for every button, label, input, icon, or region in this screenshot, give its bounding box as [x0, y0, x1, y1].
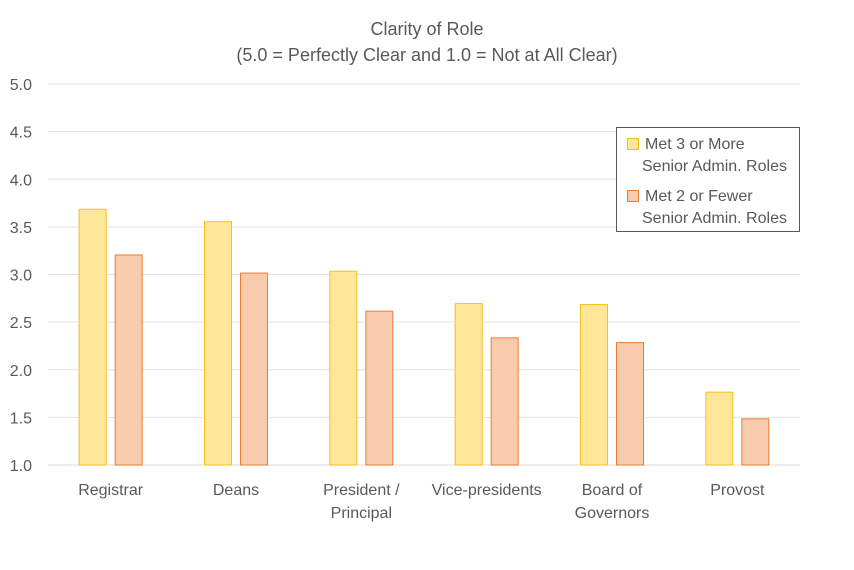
y-axis-tick-labels: 1.0 1.5 2.0 2.5 3.0 3.5 4.0 4.5 5.0 [10, 77, 32, 475]
x-category-label: Board of Governors [575, 482, 650, 522]
x-axis-category-labels: Registrar Deans President / Principal Vice-p… [78, 482, 765, 522]
legend-label: Met 2 or Fewer [645, 188, 753, 205]
legend-label: Senior Admin. Roles [642, 210, 787, 227]
legend: Met 3 or More Senior Admin. Roles Met 2 or… [616, 127, 800, 232]
bar-met-2-or-fewer [114, 254, 143, 466]
bar-met-3-or-more [204, 221, 232, 466]
bars [78, 208, 770, 466]
legend-box [616, 127, 800, 232]
x-category-label-line: Principal [331, 505, 392, 522]
legend-label: Senior Admin. Roles [642, 158, 787, 175]
x-category-label: Registrar [78, 482, 144, 499]
legend-swatch [627, 190, 639, 202]
legend-label: Met 3 or More [645, 136, 745, 153]
x-category-label-line: Governors [575, 505, 650, 522]
bar-met-3-or-more [78, 208, 107, 466]
y-tick-label: 3.5 [10, 220, 32, 237]
y-tick-label: 2.5 [10, 315, 32, 332]
x-category-label: President / Principal [323, 482, 400, 522]
bar-met-2-or-fewer [616, 342, 644, 466]
gridlines [48, 83, 800, 466]
bar-met-2-or-fewer [240, 272, 268, 466]
chart-subtitle: (5.0 = Perfectly Clear and 1.0 = Not at … [236, 45, 617, 65]
x-category-label: Provost [710, 482, 765, 499]
x-category-label-line: Provost [710, 482, 765, 499]
x-category-label: Vice-presidents [432, 482, 542, 499]
y-tick-label: 4.0 [10, 172, 32, 189]
bar-met-2-or-fewer [490, 337, 519, 466]
bar-met-2-or-fewer [365, 310, 394, 466]
bar-met-3-or-more [580, 304, 608, 466]
y-tick-label: 3.0 [10, 268, 32, 285]
chart-title: Clarity of Role [370, 19, 483, 39]
y-tick-label: 5.0 [10, 77, 32, 94]
y-tick-label: 1.0 [10, 458, 32, 475]
bar-met-3-or-more [705, 391, 734, 466]
bar-met-2-or-fewer [741, 418, 770, 466]
x-category-label-line: Board of [582, 482, 643, 499]
x-category-label-line: Vice-presidents [432, 482, 542, 499]
y-tick-label: 1.5 [10, 410, 32, 427]
x-category-label-line: Registrar [78, 482, 144, 499]
x-category-label-line: President / [323, 482, 400, 499]
x-category-label-line: Deans [213, 482, 259, 499]
y-tick-label: 2.0 [10, 363, 32, 380]
legend-swatch [627, 138, 639, 150]
x-category-label: Deans [213, 482, 259, 499]
bar-met-3-or-more [329, 270, 358, 466]
y-tick-label: 4.5 [10, 125, 32, 142]
bar-met-3-or-more [454, 303, 483, 466]
